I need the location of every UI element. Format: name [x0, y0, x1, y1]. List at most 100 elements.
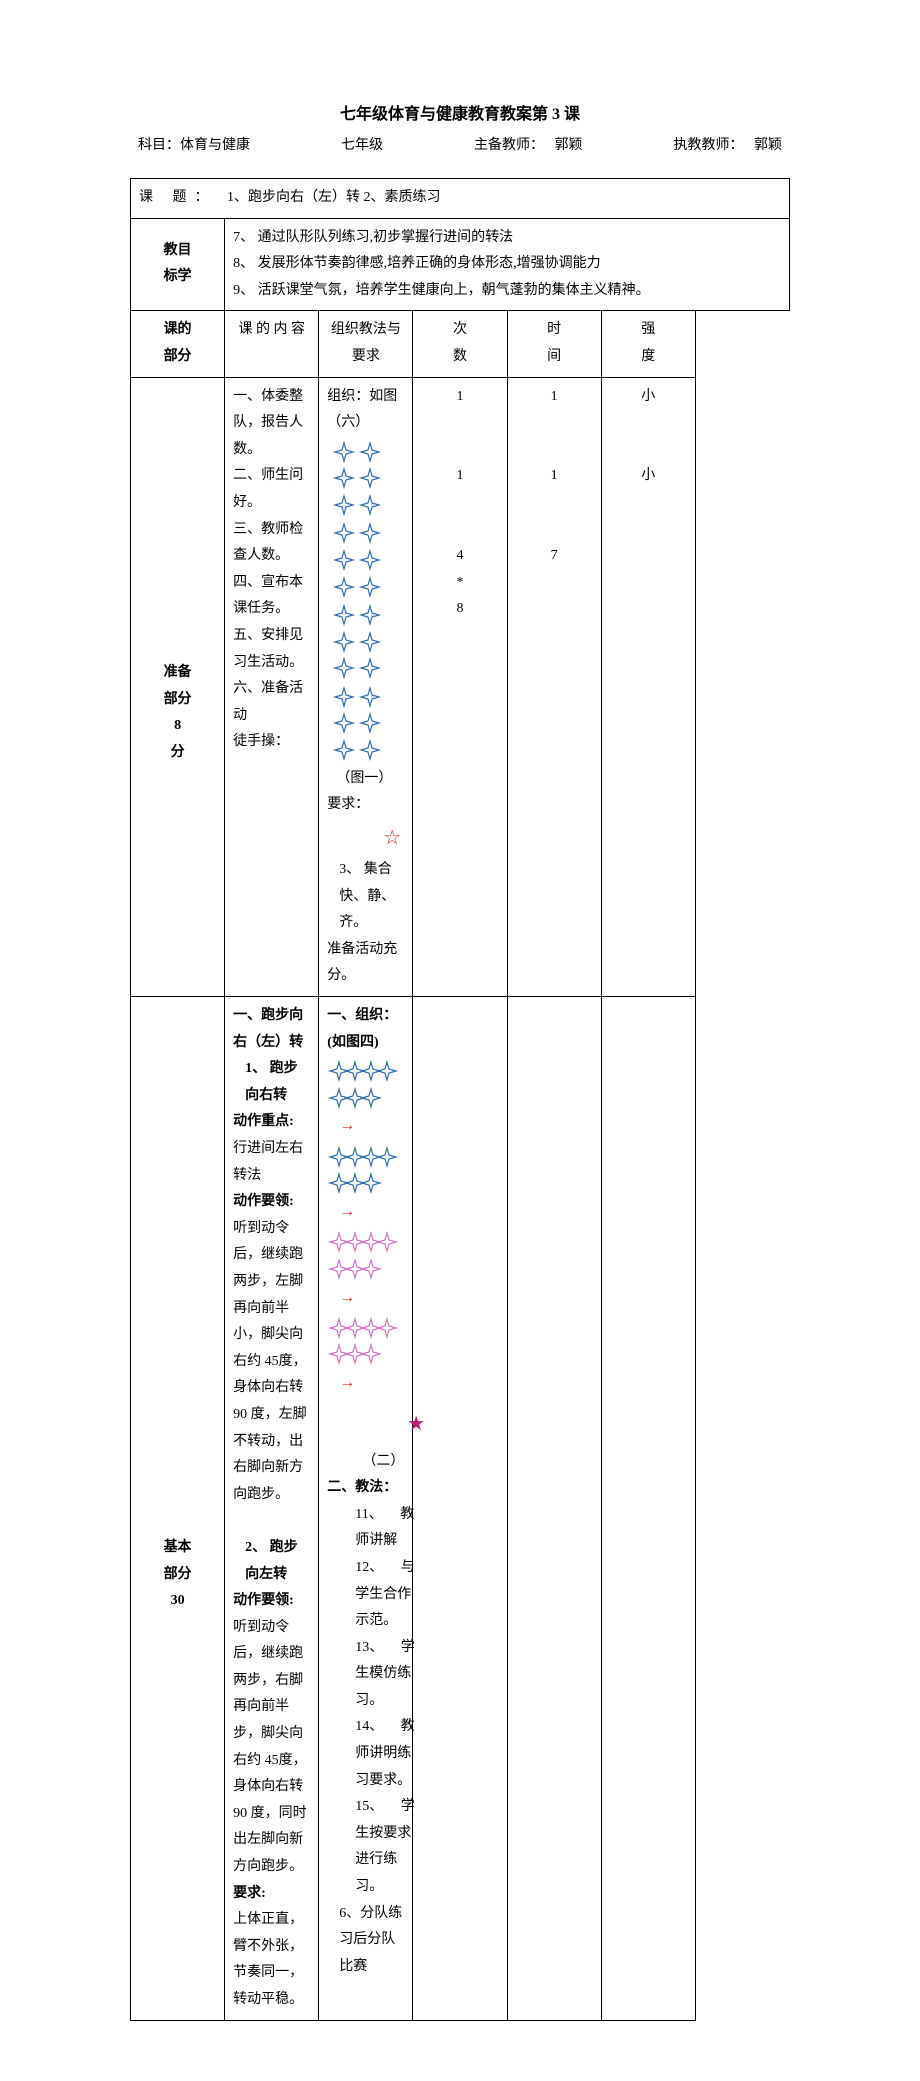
star-icon	[335, 469, 353, 487]
row-goals: 教目 标学 7、 通过队形队列练习,初步掌握行进间的转法 8、 发展形体节奏韵律…	[131, 218, 790, 311]
formation-row	[331, 602, 404, 682]
prep-label: 准备 部分 8 分	[131, 377, 225, 996]
star-icon	[362, 1089, 380, 1107]
star-icon	[335, 496, 353, 514]
prep-item-5: 五、安排见习生活动。	[233, 623, 310, 676]
star-icon	[361, 606, 379, 624]
basic-ci	[413, 997, 507, 2021]
prep-ci3: 4	[456, 548, 463, 563]
prep-q1: 小	[641, 389, 655, 404]
star-icon	[335, 688, 353, 706]
basic-req-text: 上体正直，臂不外张，节奏同一，转动平稳。	[233, 1907, 310, 2013]
meta-line: 科目：体育与健康 七年级 主备教师： 郭颖 执教教师： 郭颖	[130, 134, 790, 154]
formation-row: →	[331, 1315, 404, 1399]
basic-s2: 2、 跑步向左转	[233, 1535, 310, 1588]
req-2: 准备活动充分。	[327, 937, 404, 990]
row-topic: 课 题： 1、跑步向右（左）转 2、素质练习	[131, 179, 790, 219]
arrow-icon: →	[339, 1374, 355, 1391]
prep-item-2: 二、师生问好。	[233, 463, 310, 516]
hdr-q2: 度	[641, 349, 655, 364]
basic-h1: 一、跑步向右（左）转	[233, 1003, 310, 1056]
exec-teacher: 执教教师： 郭颖	[674, 134, 783, 154]
hdr-shi: 时 间	[507, 311, 601, 377]
star-icon	[378, 1233, 396, 1251]
goals-content: 7、 通过队形队列练习,初步掌握行进间的转法 8、 发展形体节奏韵律感,培养正确…	[225, 218, 790, 311]
row-basic: 基本 部分 30 一、跑步向右（左）转 1、 跑步向右转 动作重点: 行进间左右…	[131, 997, 790, 2021]
star-icon	[335, 524, 353, 542]
m13: 13、 学生模仿练习。	[327, 1635, 415, 1715]
prep-item-3: 三、教师检查人数。	[233, 517, 310, 570]
star-icon	[335, 606, 353, 624]
goal-7: 7、 通过队形队列练习,初步掌握行进间的转法	[233, 225, 781, 252]
star-icon	[361, 578, 379, 596]
star-icon	[362, 1345, 380, 1363]
formation-row	[331, 684, 404, 764]
m12: 12、 与学生合作示范。	[327, 1555, 415, 1635]
formation-row: →	[331, 1058, 404, 1142]
lead-teacher-label: 主备教师：	[474, 138, 544, 153]
star-icon	[335, 741, 353, 759]
prep-l4: 分	[171, 745, 185, 760]
prep-l1: 准备	[164, 665, 192, 680]
m13n: 13、	[355, 1640, 383, 1655]
hdr-section: 课的 部分	[131, 311, 225, 377]
topic-text: 1、跑步向右（左）转 2、素质练习	[227, 190, 441, 205]
hdr-shi1: 时	[547, 322, 561, 337]
goal-8: 8、 发展形体节奏韵律感,培养正确的身体形态,增强协调能力	[233, 251, 781, 278]
prep-item-6: 六、准备活动	[233, 676, 310, 729]
star-icon	[361, 469, 379, 487]
star-icon	[335, 633, 353, 651]
prep-l2: 部分	[164, 692, 192, 707]
grade: 七年级	[341, 134, 383, 154]
hdr-ci: 次 数	[413, 311, 507, 377]
kq-label: 动作要领:	[233, 1189, 310, 1216]
prep-content: 一、体委整队，报告人数。 二、师生问好。 三、教师检查人数。 四、宣布本课任务。…	[225, 377, 319, 996]
star-icon	[361, 443, 379, 461]
prep-org: 组织：如图（六） （图一） 要求： ☆ 3、 集合快、静	[319, 377, 413, 996]
basic-label: 基本 部分 30	[131, 997, 225, 2021]
m11: 11、 教师讲解	[327, 1502, 414, 1555]
prep-org-header: 组织：如图（六）	[327, 384, 404, 437]
star-icon	[361, 659, 379, 677]
arrow-icon: →	[339, 1289, 355, 1306]
prep-shi1: 1	[551, 389, 558, 404]
star-icon	[362, 1260, 380, 1278]
m11n: 11、	[355, 1507, 382, 1522]
req-1: 3、 集合快、静、齐。	[327, 857, 404, 937]
basic-req-label: 要求:	[233, 1881, 310, 1908]
basic-shi	[507, 997, 601, 2021]
goal-9: 9、 活跃课堂气氛，培养学生健康向上，朝气蓬勃的集体主义精神。	[233, 278, 781, 305]
hdr-org: 组织教法与要求	[319, 311, 413, 377]
prep-shi: 1 1 7	[507, 377, 601, 996]
kp-label: 动作重点:	[233, 1114, 294, 1129]
subject: 科目：体育与健康	[138, 134, 250, 154]
prep-shi2: 1	[551, 468, 558, 483]
basic-l1: 基本	[164, 1540, 192, 1555]
lesson-table: 课 题： 1、跑步向右（左）转 2、素质练习 教目 标学 7、 通过队形队列练习…	[130, 178, 790, 2021]
prep-ci4: *	[456, 575, 463, 590]
formation-row	[331, 521, 404, 601]
hdr-ci1: 次	[453, 322, 467, 337]
teacher-star-icon: ☆	[383, 827, 401, 849]
kq-label2: 动作要领:	[233, 1588, 310, 1615]
prep-item-1: 一、体委整队，报告人数。	[233, 384, 310, 464]
m15: 15、 学生按要求进行练习。	[327, 1794, 415, 1900]
page-title: 七年级体育与健康教育教案第 3 课	[130, 100, 790, 124]
row-prep: 准备 部分 8 分 一、体委整队，报告人数。 二、师生问好。 三、教师检查人数。…	[131, 377, 790, 996]
star-icon	[335, 443, 353, 461]
prep-l3: 8	[174, 718, 181, 733]
formation-row: →	[331, 1229, 404, 1313]
m6: 6、分队练习后分队比赛	[327, 1901, 404, 1981]
topic-cell: 课 题： 1、跑步向右（左）转 2、素质练习	[131, 179, 790, 219]
prep-ci1: 1	[456, 389, 463, 404]
arrow-icon: →	[339, 1117, 355, 1134]
hdr-q1: 强	[641, 322, 655, 337]
star-icon	[361, 551, 379, 569]
row-header: 课的 部分 课 的 内 容 组织教法与要求 次 数 时 间 强 度	[131, 311, 790, 377]
basic-l2: 部分	[164, 1567, 192, 1582]
star-icon	[335, 578, 353, 596]
star-icon	[362, 1174, 380, 1192]
star-icon	[361, 714, 379, 732]
basic-l3: 30	[171, 1593, 185, 1608]
hdr-content: 课 的 内 容	[225, 311, 319, 377]
